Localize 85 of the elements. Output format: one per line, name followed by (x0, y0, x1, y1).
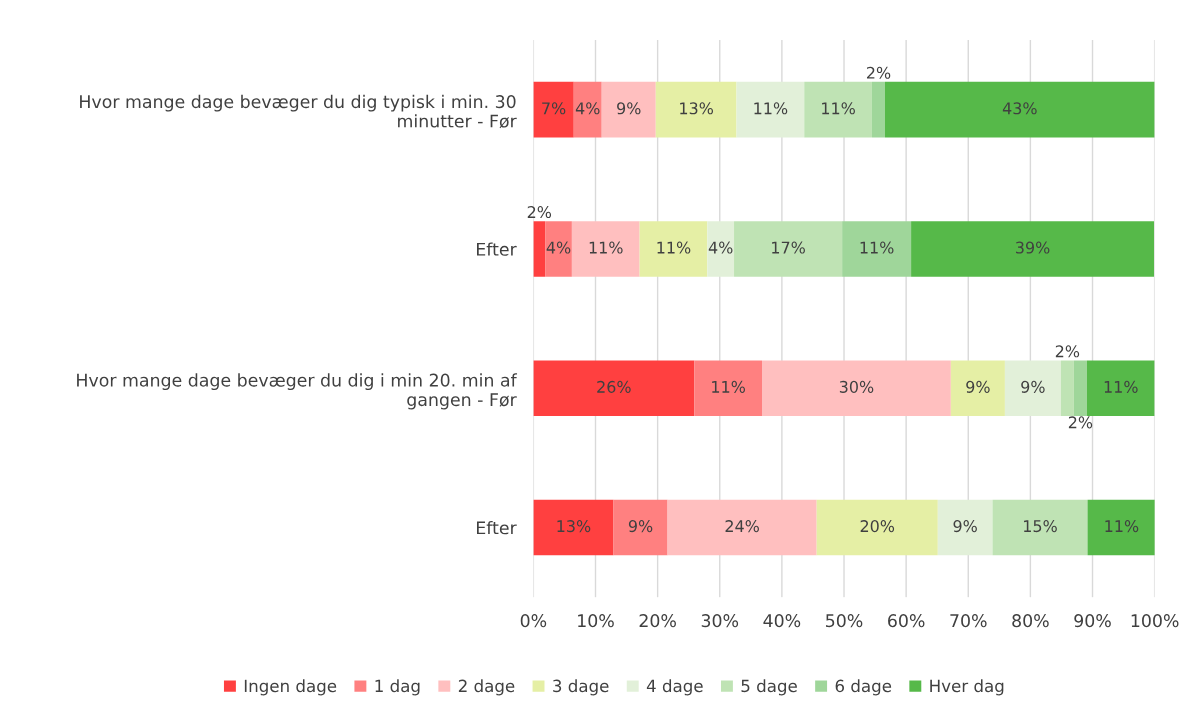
data-label: 9% (1021, 380, 1045, 393)
x-tick-label: 30% (701, 614, 739, 628)
bar (1086, 360, 1155, 417)
bar (911, 221, 1155, 277)
bar (667, 499, 817, 556)
bar (1087, 499, 1155, 556)
data-label: 17% (772, 241, 805, 254)
bar (992, 499, 1088, 556)
bar (613, 499, 668, 556)
bar (842, 221, 912, 277)
data-label: 11% (1104, 380, 1138, 393)
legend-label: 5 dage (741, 679, 797, 696)
data-label: 9% (966, 380, 990, 393)
bar (1060, 360, 1074, 417)
bar (533, 360, 695, 417)
bar (734, 221, 843, 277)
bar (762, 360, 951, 417)
legend-label: 2 dage (458, 679, 515, 696)
data-label: 7% (542, 102, 566, 115)
data-label: 11% (860, 241, 894, 254)
bar (601, 81, 656, 138)
bar (573, 81, 602, 138)
x-tick-label: 70% (950, 614, 987, 628)
legend-label: Ingen dage (244, 679, 337, 696)
y-tick-label: Efter (477, 520, 517, 535)
legend-label: 1 dag (375, 679, 420, 696)
data-label: 11% (657, 241, 691, 254)
data-label: 13% (557, 520, 591, 533)
x-tick-label: 40% (763, 614, 801, 628)
x-tick-label: 0% (520, 614, 547, 628)
data-label: 13% (680, 102, 714, 115)
bar (885, 81, 1155, 138)
x-tick-label: 20% (639, 614, 676, 628)
bar (545, 221, 572, 277)
x-tick-label: 10% (578, 614, 614, 628)
data-label: 4% (575, 102, 600, 115)
data-label: 9% (953, 520, 977, 533)
data-label: 43% (1002, 102, 1037, 115)
bar (871, 81, 886, 138)
x-tick-label: 50% (826, 614, 863, 628)
data-label: 26% (597, 380, 631, 393)
data-label: 9% (628, 520, 653, 533)
data-label: 11% (712, 380, 746, 393)
data-label: 11% (1105, 520, 1139, 533)
data-label: 30% (839, 380, 874, 393)
x-tick-label: 80% (1012, 614, 1049, 628)
data-label: 39% (1016, 241, 1050, 254)
bar (736, 81, 805, 138)
bar (804, 81, 872, 138)
data-label: 4% (546, 241, 571, 254)
data-label: 9% (617, 102, 641, 115)
legend-label: 6 dage (835, 679, 892, 696)
bar (1073, 360, 1087, 417)
legend-label: Hver dag (930, 679, 1004, 696)
data-label: 20% (860, 520, 895, 533)
data-label: 2% (527, 206, 552, 219)
bar (937, 499, 993, 556)
data-label: 24% (725, 520, 759, 533)
y-tick-label: Efter (477, 242, 517, 256)
y-tick-label: Hvor mange dage bevæger du dig typisk i min. 30 minutter - Før (80, 94, 517, 129)
data-label: 15% (1024, 520, 1057, 533)
legend-label: 4 dage (646, 679, 703, 696)
bar (950, 360, 1005, 417)
data-label: 11% (822, 102, 855, 115)
y-tick-label: Hvor mange dage bevæger du dig i min 20. min af gangen - Før (77, 373, 518, 410)
bar (816, 499, 938, 556)
bar (533, 81, 574, 138)
bar (639, 221, 708, 277)
data-label: 2% (866, 66, 891, 79)
data-label: 11% (589, 241, 623, 254)
bar (533, 499, 614, 556)
legend-label: 3 dage (553, 679, 609, 696)
bar (707, 221, 735, 277)
bar (655, 81, 737, 138)
data-label: 4% (708, 241, 733, 254)
bar (694, 360, 762, 417)
data-label: 2% (1068, 416, 1093, 429)
bar (571, 221, 640, 277)
bar (1004, 360, 1061, 417)
x-tick-label: 60% (888, 614, 925, 628)
x-tick-label: 100% (1131, 614, 1179, 628)
x-tick-label: 90% (1074, 614, 1111, 628)
data-label: 2% (1055, 345, 1080, 358)
bar (533, 221, 546, 277)
data-label: 11% (754, 102, 788, 115)
